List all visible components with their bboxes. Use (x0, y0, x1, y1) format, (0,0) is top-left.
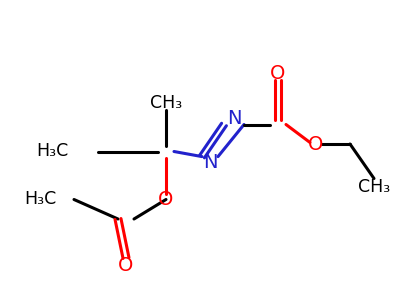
Text: N: N (227, 109, 241, 128)
Text: CH₃: CH₃ (358, 178, 390, 196)
Text: O: O (118, 256, 134, 275)
Text: H₃C: H₃C (36, 142, 68, 160)
Text: O: O (270, 64, 286, 83)
Text: O: O (308, 134, 324, 154)
Text: O: O (158, 190, 174, 209)
Text: N: N (203, 153, 217, 172)
Text: H₃C: H₃C (24, 190, 56, 208)
Text: CH₃: CH₃ (150, 94, 182, 112)
